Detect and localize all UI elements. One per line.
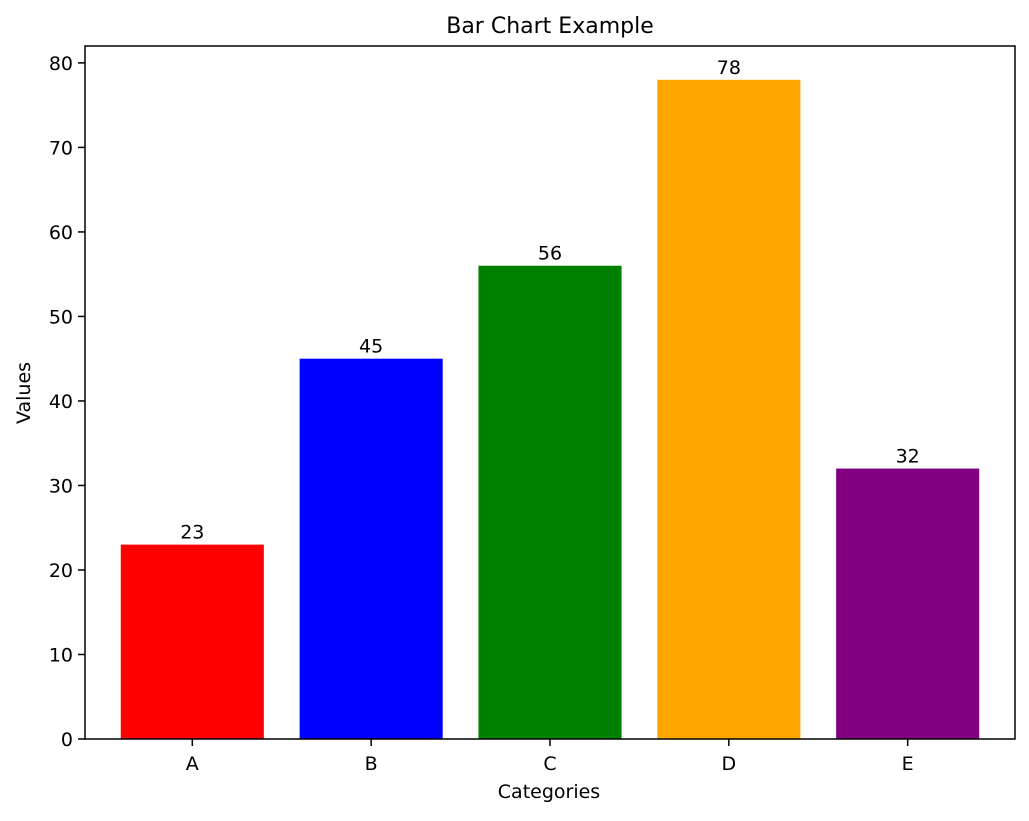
x-axis-ticks: A B C D E <box>186 739 914 775</box>
y-tick-label: 10 <box>49 644 73 666</box>
value-label-a: 23 <box>180 522 204 544</box>
y-tick-label: 40 <box>49 391 73 413</box>
value-label-e: 32 <box>896 446 920 468</box>
x-tick-label-a: A <box>186 753 199 775</box>
bar-a <box>120 544 264 739</box>
bar-b <box>299 358 443 739</box>
bar-c <box>478 265 622 739</box>
value-label-b: 45 <box>359 336 383 358</box>
bar-e <box>836 468 980 739</box>
bars-layer <box>120 79 980 740</box>
y-tick-label: 60 <box>49 222 73 244</box>
y-tick-label: 30 <box>49 475 73 497</box>
chart-title: Bar Chart Example <box>446 14 654 39</box>
y-tick-label: 20 <box>49 560 73 582</box>
y-tick-label: 80 <box>49 53 73 75</box>
bar-d <box>657 79 801 740</box>
value-labels-layer: 23 45 56 78 32 <box>180 57 920 544</box>
y-tick-label: 50 <box>49 306 73 328</box>
x-tick-label-b: B <box>365 753 378 775</box>
value-label-c: 56 <box>538 243 562 265</box>
value-label-d: 78 <box>717 57 741 79</box>
x-tick-label-d: D <box>722 753 737 775</box>
y-axis-label: Values <box>13 362 35 424</box>
y-tick-label: 0 <box>61 729 73 751</box>
x-axis-label: Categories <box>498 781 600 803</box>
y-axis-ticks: 0 10 20 30 40 50 60 70 80 <box>49 53 85 751</box>
y-tick-label: 70 <box>49 137 73 159</box>
plot-area-frame <box>84 45 1016 740</box>
x-tick-label-e: E <box>902 753 914 775</box>
x-tick-label-c: C <box>543 753 556 775</box>
